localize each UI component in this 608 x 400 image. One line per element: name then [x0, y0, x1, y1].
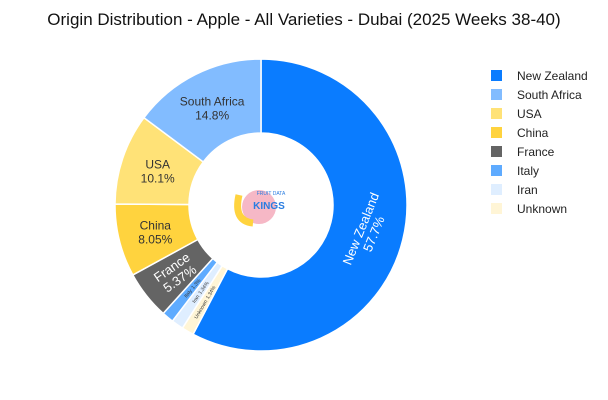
slice-south-africa[interactable]	[142, 58, 262, 164]
legend-label: Italy	[517, 163, 540, 178]
legend-swatch	[491, 127, 502, 138]
legend-label: USA	[517, 106, 542, 121]
svg-text:FRUIT DATA: FRUIT DATA	[257, 191, 286, 197]
legend-swatch	[491, 146, 502, 157]
fruit-data-kings-logo: FRUIT DATA KINGS	[234, 190, 286, 227]
legend-item[interactable]: China	[491, 123, 588, 142]
slice-label-value: 8.05%	[138, 233, 172, 247]
chart-title: Origin Distribution - Apple - All Variet…	[47, 10, 561, 29]
legend-swatch	[491, 203, 502, 214]
legend-label: New Zealand	[517, 68, 588, 83]
legend-label: China	[517, 125, 549, 140]
legend-item[interactable]: USA	[491, 104, 588, 123]
legend-item[interactable]: Unknown	[491, 199, 588, 218]
legend-swatch	[491, 184, 502, 195]
slice-label-name: South Africa	[180, 95, 245, 109]
slice-label-value: 14.8%	[195, 109, 229, 123]
legend-item[interactable]: Italy	[491, 161, 588, 180]
slice-label-name: China	[140, 219, 172, 233]
legend-item[interactable]: South Africa	[491, 85, 588, 104]
legend-item[interactable]: France	[491, 142, 588, 161]
slice-new-zealand[interactable]	[192, 58, 408, 352]
legend-label: France	[517, 144, 555, 159]
legend-item[interactable]: New Zealand	[491, 66, 588, 85]
slice-label-name: Italy	[183, 288, 194, 299]
slice-label-name: Iran	[191, 294, 201, 305]
svg-text:KINGS: KINGS	[253, 201, 285, 212]
legend: New Zealand South Africa USA China France Ita…	[491, 66, 588, 218]
legend-swatch	[491, 165, 502, 176]
legend-swatch	[491, 89, 502, 100]
legend-item[interactable]: Iran	[491, 180, 588, 199]
slice-label-name: USA	[145, 157, 170, 171]
slice-label-value: 10.1%	[141, 171, 175, 185]
legend-label: Iran	[517, 182, 538, 197]
legend-label: Unknown	[517, 201, 568, 216]
legend-swatch	[491, 70, 502, 81]
legend-label: South Africa	[517, 87, 582, 102]
legend-swatch	[491, 108, 502, 119]
